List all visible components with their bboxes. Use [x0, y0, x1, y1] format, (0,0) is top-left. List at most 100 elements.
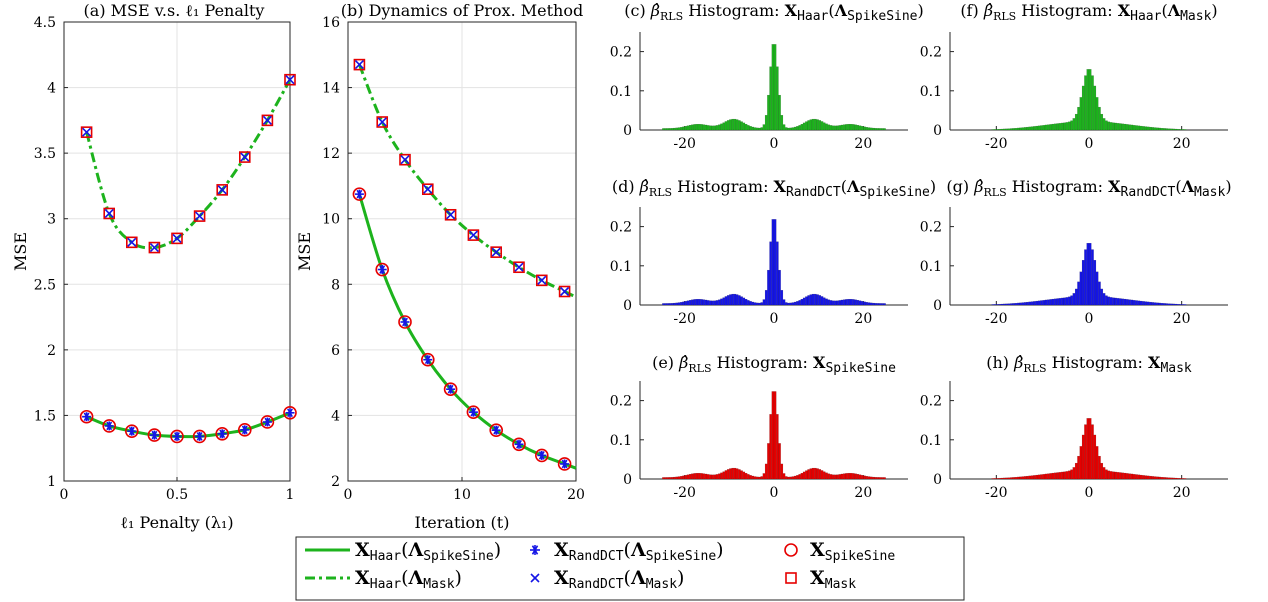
hist-bar [811, 467, 815, 480]
hist-bar [1037, 300, 1041, 306]
y-tick-label: 10 [322, 212, 340, 228]
hist-bar [1160, 128, 1164, 131]
hist-bar [1149, 475, 1152, 480]
hist-bar [767, 443, 770, 480]
x-axis-label: ℓ₁ Penalty (λ₁) [120, 513, 233, 532]
marker-blue-asterisk [423, 355, 433, 365]
hist-bar [702, 299, 705, 306]
hist-bar [1114, 122, 1117, 131]
hist-bar [805, 121, 808, 131]
hist-bar [1084, 249, 1087, 306]
hist-bar [1107, 296, 1110, 306]
hist-bar [881, 303, 884, 306]
hist-bar [1098, 106, 1101, 131]
hist-bar [1160, 477, 1164, 480]
hist-bar [1047, 473, 1050, 480]
hist-bar [1077, 455, 1080, 480]
hist-bar [718, 124, 721, 131]
hist-bar [778, 269, 781, 306]
hist-bar [867, 476, 871, 480]
x-tick-label: 0 [1085, 136, 1094, 152]
hist-bar [1176, 303, 1180, 306]
legend-x [530, 573, 540, 583]
hist-bar [798, 125, 801, 131]
hist-bar [691, 299, 694, 306]
hist-bar [1132, 125, 1136, 131]
hist-bar [874, 477, 877, 480]
x-tick-label: 0 [770, 311, 779, 327]
hist-bar [758, 127, 761, 131]
panel-g: -20 0 20 0 0.1 0.2 [920, 207, 1228, 327]
hist-bar [668, 303, 672, 306]
hist-bar [1163, 477, 1166, 480]
hist-bar [1158, 302, 1161, 306]
hist-bar [865, 127, 868, 131]
hist-bar [852, 299, 855, 306]
hist-bar [771, 219, 775, 306]
marker-red-circle [557, 457, 572, 471]
hist-bar [1003, 477, 1006, 480]
hist-bar [1165, 128, 1168, 131]
hist-bar [878, 303, 882, 306]
hist-bar [744, 298, 748, 306]
marker-blue-asterisk [354, 189, 364, 199]
hist-bar [860, 475, 864, 480]
hist-bar [1040, 125, 1043, 131]
hist-bar [722, 297, 725, 306]
hist-bar [1017, 127, 1020, 131]
hist-bar [668, 128, 672, 131]
hist-bar [998, 477, 1002, 480]
hist-bar [1112, 122, 1115, 131]
hist-bar [1116, 298, 1120, 306]
y-tick-label: 0.2 [920, 220, 942, 236]
legend-item: XHaar(ΛMask) [305, 567, 462, 592]
marker-blue-asterisk [400, 317, 410, 327]
hist-bar [686, 125, 690, 131]
hist-bar [760, 302, 763, 306]
marker-blue-asterisk [377, 265, 387, 275]
hist-bar [1079, 446, 1083, 480]
hist-bar [706, 300, 710, 306]
hist-bar [1040, 300, 1043, 306]
hist-bar [793, 301, 797, 306]
hist-bar [863, 301, 866, 306]
hist-bar [773, 219, 777, 306]
hist-bar [883, 303, 886, 306]
hist-bar [767, 269, 770, 306]
hist-bar [1061, 122, 1064, 131]
hist-bar [733, 293, 737, 306]
marker-blue-x [423, 184, 433, 194]
y-tick-label: 0.1 [920, 433, 942, 449]
hist-bar [1151, 476, 1154, 480]
hist-bar [796, 126, 799, 131]
hist-bar [742, 471, 746, 480]
hist-bar [673, 302, 676, 306]
hist-bar [675, 302, 679, 306]
hist-bar [876, 303, 880, 306]
hist-bar [1051, 123, 1055, 131]
hist-bar [693, 473, 696, 480]
hist-bar [1179, 478, 1182, 480]
hist-bar [1026, 475, 1029, 480]
hist-bar [876, 477, 880, 480]
hist-bar [1128, 299, 1131, 306]
hist-bar [1014, 303, 1018, 306]
panel-h: -20 0 20 0 0.1 0.2 [920, 381, 1228, 501]
hist-bar [720, 123, 723, 131]
hist-bar [1112, 471, 1115, 480]
hist-bar [1024, 476, 1027, 480]
marker-red-square [80, 126, 93, 138]
hist-bar [1007, 303, 1011, 306]
hist-bar [1095, 97, 1099, 131]
hist-bar [1024, 127, 1027, 131]
hist-bar [1063, 471, 1066, 480]
hist-bar [1125, 299, 1129, 306]
hist-bar [998, 128, 1002, 131]
hist-bar [762, 299, 766, 306]
hist-bar [691, 473, 694, 480]
hist-bar [684, 301, 688, 306]
hist-bar [1167, 477, 1171, 480]
hist-bar [1070, 295, 1073, 306]
hist-bar [876, 128, 880, 131]
marker-red-square [216, 184, 228, 196]
